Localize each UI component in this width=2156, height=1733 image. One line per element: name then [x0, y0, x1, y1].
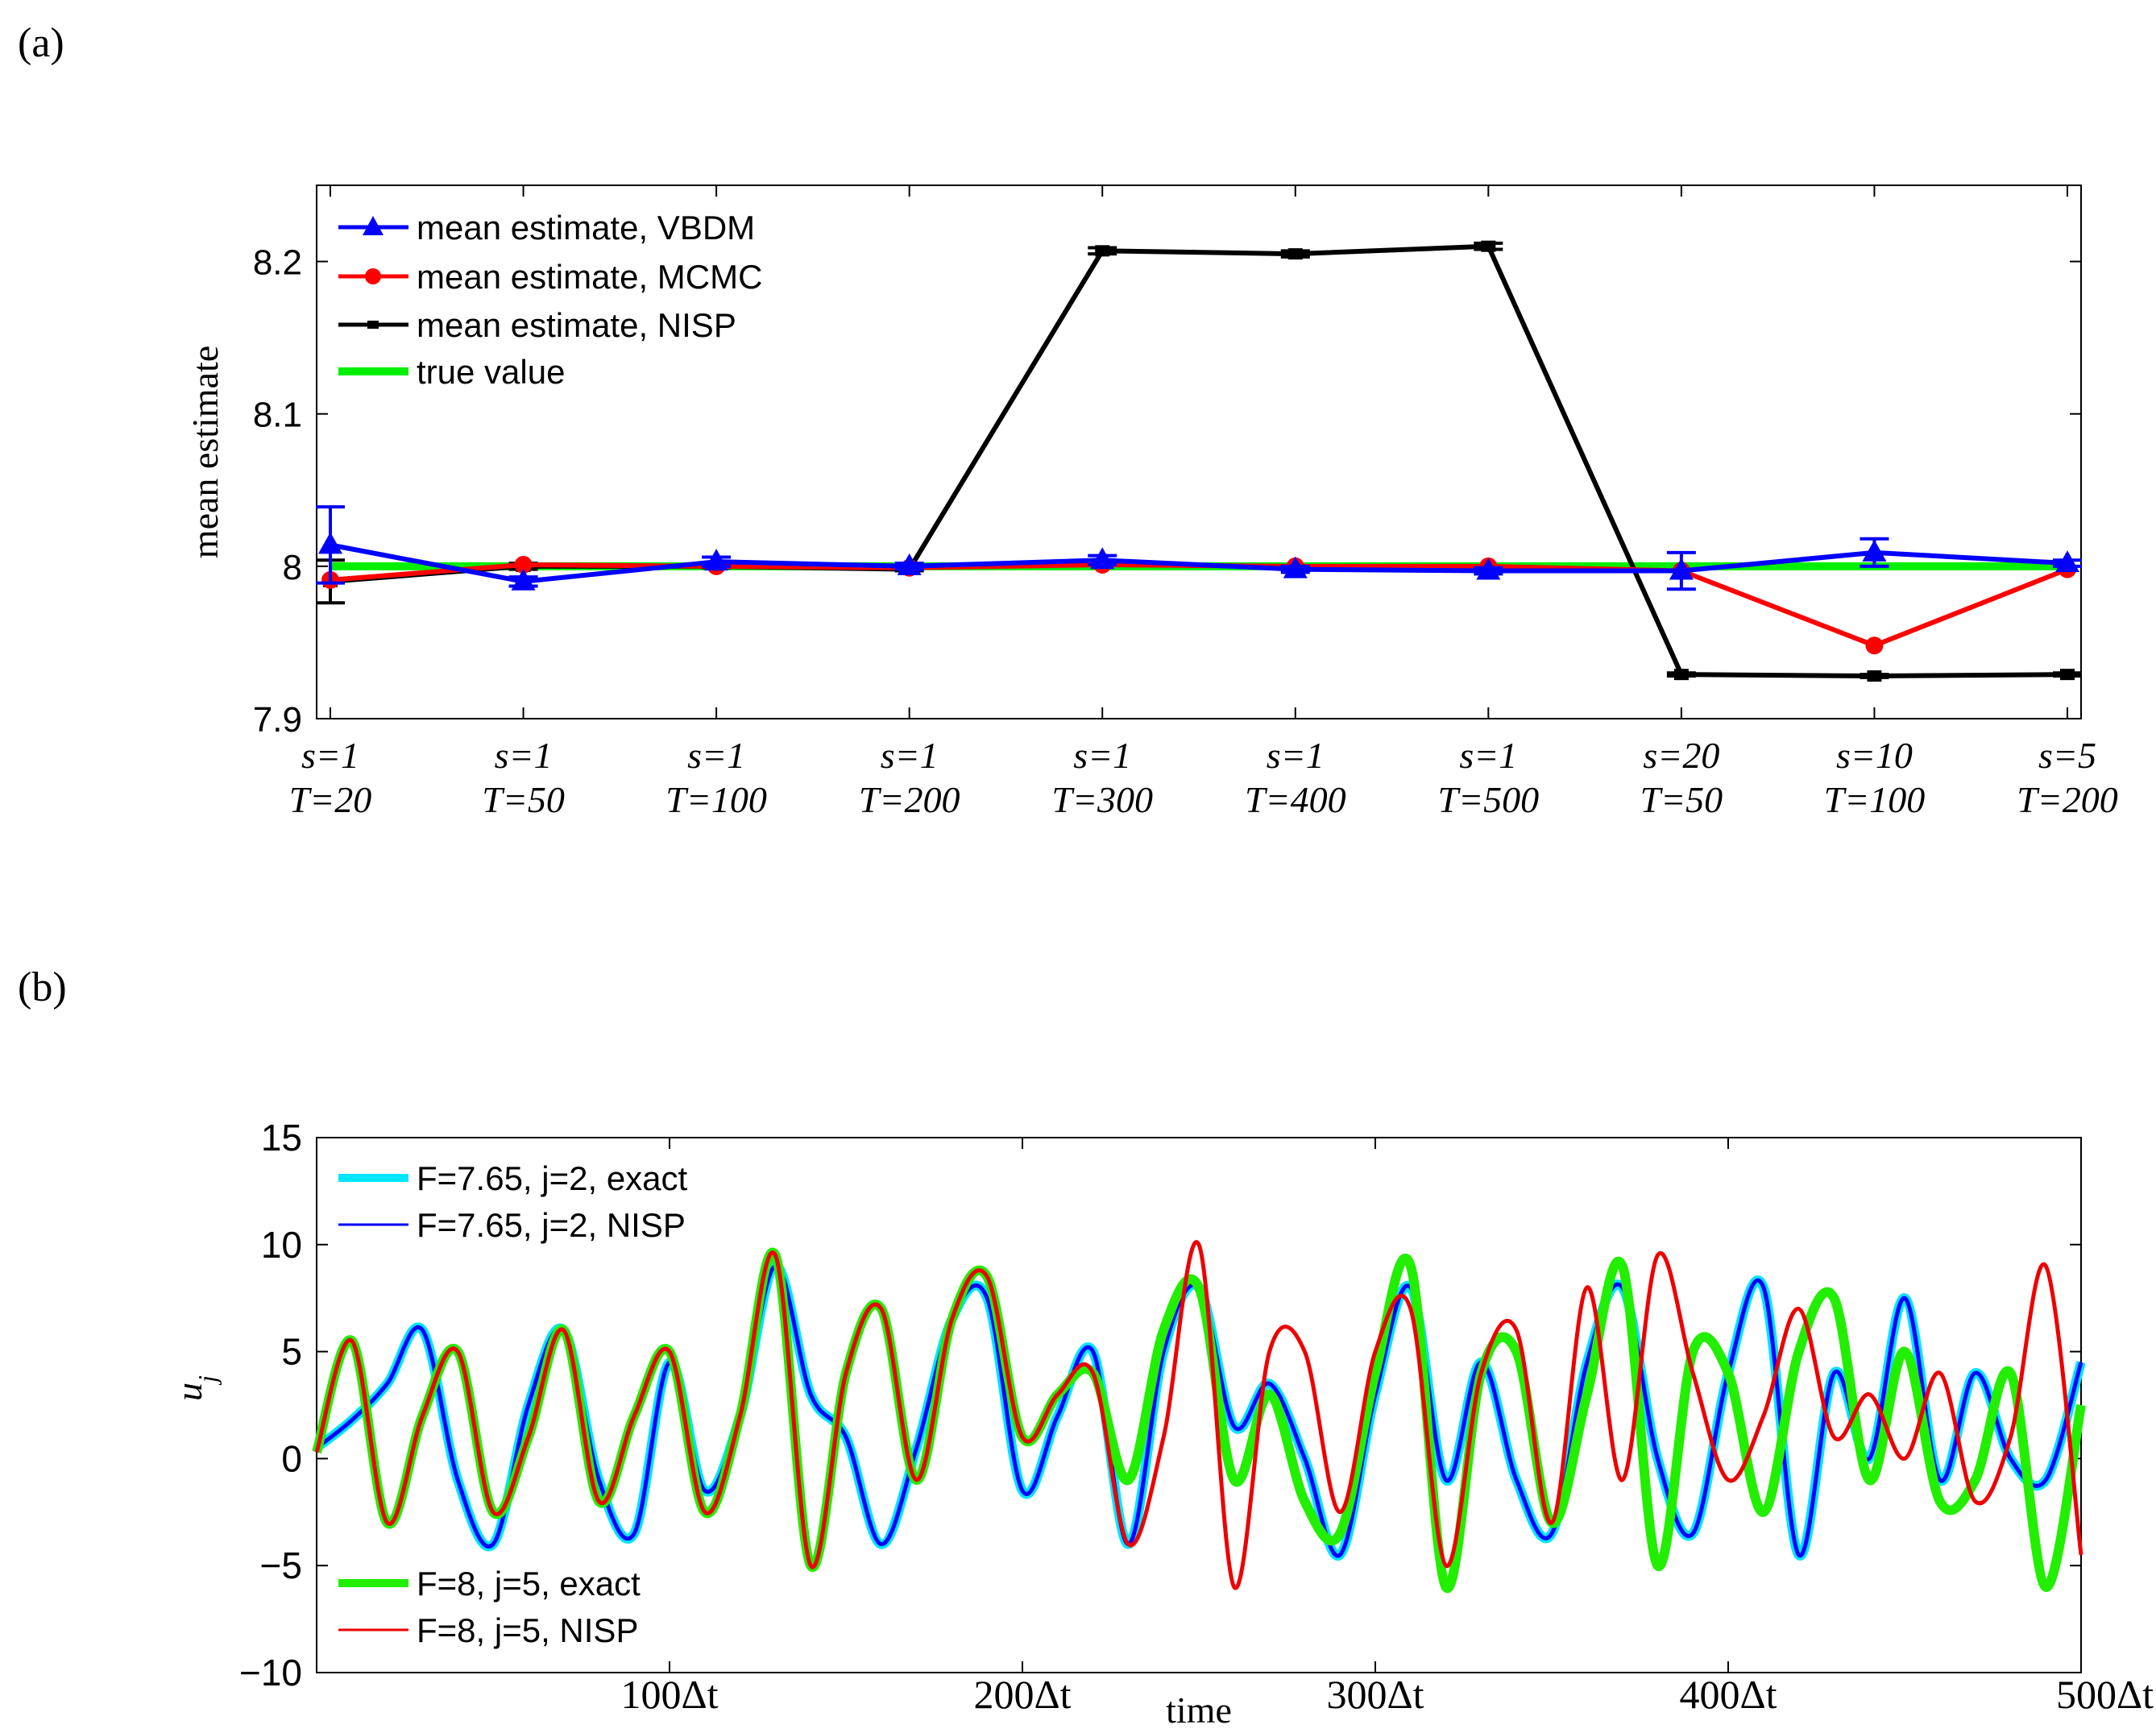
series-line-mean-estimate-vbdm: [330, 542, 2068, 584]
data-point-vbdm: [2055, 550, 2079, 573]
panel-a-xtick-s-label: s=5: [2038, 735, 2096, 776]
panel-a-xtick-T-label: T=100: [665, 779, 767, 820]
data-point-mcmc: [1865, 636, 1884, 655]
panel-a-xtick-T-label: T=500: [1438, 779, 1540, 820]
panel-a-plot: 7.988.18.2s=1T=20s=1T=50s=1T=100s=1T=200…: [185, 184, 2118, 820]
data-point-mcmc: [514, 555, 533, 574]
data-point-nisp: [1867, 670, 1882, 682]
panel-b-xtick-label: 400Δt: [1679, 1672, 1777, 1717]
panel-a-xtick-s-label: s=1: [301, 735, 359, 776]
data-point-vbdm: [1090, 547, 1115, 570]
panel-b-xlabel: time: [1166, 1689, 1232, 1731]
data-point-nisp: [1287, 248, 1303, 260]
data-point-nisp: [1673, 669, 1689, 681]
legend-label: F=7.65, j=2, exact: [417, 1159, 688, 1197]
panel-a-axes-box: [316, 184, 2082, 719]
panel-b-ytick-label: −10: [239, 1652, 302, 1694]
panel-a-xtick-T-label: T=300: [1051, 779, 1153, 820]
panel-a-xtick-T-label: T=100: [1824, 779, 1926, 820]
panel-a-xtick-s-label: s=10: [1836, 735, 1913, 776]
panel-a-xtick-s-label: s=1: [1267, 735, 1325, 776]
panel-a-ytick-label: 8.1: [253, 396, 302, 435]
data-point-vbdm: [1283, 556, 1308, 578]
series-curve-f-8-j-5-nisp: [314, 1240, 2083, 1590]
panel-b-ytick-label: 10: [261, 1224, 302, 1266]
panel-a-xtick-T-label: T=50: [482, 779, 565, 820]
series-curve-f-7-65-j-2-nisp: [315, 1263, 2083, 1558]
legend-label: F=7.65, j=2, NISP: [417, 1206, 686, 1244]
legend-label: mean estimate, VBDM: [417, 209, 755, 247]
data-point-vbdm: [897, 553, 922, 575]
panel-a-xtick-T-label: T=50: [1640, 779, 1723, 820]
data-point-vbdm: [1669, 558, 1694, 580]
panel-a-ytick-label: 8.2: [253, 243, 302, 283]
data-point-nisp: [1095, 245, 1110, 257]
panel-a-xtick-s-label: s=1: [1459, 735, 1517, 776]
panel-b-ytick-label: 15: [261, 1117, 302, 1159]
legend-marker: [367, 321, 379, 329]
data-point-vbdm: [704, 549, 729, 571]
panel-a-xtick-T-label: T=200: [859, 779, 960, 820]
data-point-nisp: [1481, 240, 1496, 252]
data-point-vbdm: [511, 568, 536, 591]
legend-label: mean estimate, NISP: [417, 306, 736, 344]
legend-label: mean estimate, MCMC: [417, 258, 762, 296]
legend-label: F=8, j=5, NISP: [417, 1611, 638, 1649]
panel-b-xtick-label: 500Δt: [2056, 1672, 2154, 1717]
panel-a-ylabel: mean estimate: [185, 346, 226, 558]
legend-marker: [363, 216, 384, 235]
panel-a-legend: mean estimate, VBDM mean estimate, MCMC me…: [338, 209, 762, 391]
legend-marker: [365, 268, 381, 284]
panel-a-ytick-label: 8: [283, 548, 302, 587]
panel-b-xtick-label: 300Δt: [1326, 1672, 1424, 1717]
panel-a-xtick-s-label: s=1: [881, 735, 939, 776]
legend-label: true value: [417, 353, 565, 391]
data-point-nisp: [2060, 669, 2075, 681]
panel-a-xtick-T-label: T=400: [1245, 779, 1346, 820]
data-point-vbdm: [1476, 558, 1501, 580]
panel-b-xtick-label: 100Δt: [620, 1672, 718, 1717]
panel-b-ytick-label: −5: [260, 1544, 302, 1586]
data-point-vbdm: [1862, 539, 1887, 562]
panel-b-label: (b): [18, 964, 67, 1010]
panel-b-xtick-label: 200Δt: [973, 1672, 1071, 1717]
panel-b-ytick-label: 5: [281, 1331, 302, 1373]
legend-label: F=8, j=5, exact: [417, 1565, 641, 1602]
panel-a-xtick-s-label: s=1: [495, 735, 553, 776]
panel-a-xtick-T-label: T=200: [2017, 779, 2118, 820]
panel-b-legend: F=7.65, j=2, exact F=7.65, j=2, NISP F=8, …: [338, 1159, 688, 1649]
panel-b-ytick-label: 0: [281, 1437, 302, 1479]
panel-a-xtick-s-label: s=1: [687, 735, 745, 776]
panel-a-label: (a): [18, 20, 64, 66]
data-point-vbdm: [318, 532, 342, 554]
panel-a-ytick-label: 7.9: [253, 700, 302, 740]
panel-a-xtick-s-label: s=20: [1643, 735, 1719, 776]
panel-a-xtick-T-label: T=20: [289, 779, 372, 820]
panel-b-ylabel: uj: [168, 1375, 222, 1401]
panel-a-xtick-s-label: s=1: [1073, 735, 1131, 776]
